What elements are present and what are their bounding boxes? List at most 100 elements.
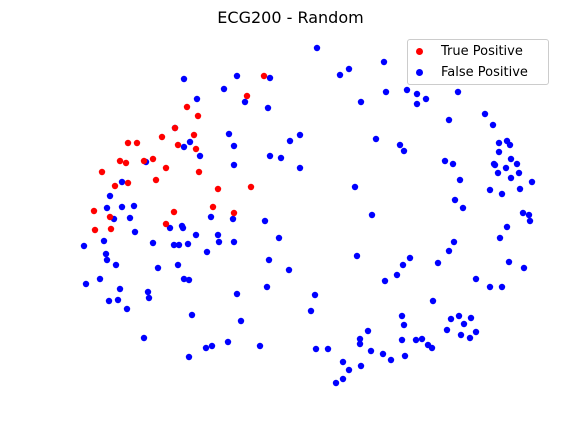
false-positive-point (285, 266, 293, 274)
false-positive-point (224, 338, 232, 346)
false-positive-point (457, 331, 465, 339)
legend-label-false-positive: False Positive (441, 64, 528, 80)
false-positive-point (467, 314, 475, 322)
true-positive-point (194, 112, 202, 120)
false-positive-point (149, 239, 157, 247)
false-positive-point (296, 164, 304, 172)
false-positive-point (296, 131, 304, 139)
false-positive-point (312, 345, 320, 353)
false-positive-point (130, 202, 138, 210)
points-layer (80, 44, 536, 387)
true-positive-point (91, 226, 99, 234)
false-positive-point (324, 345, 332, 353)
false-positive-point (451, 196, 459, 204)
false-positive-point (445, 116, 453, 124)
false-positive-point (472, 328, 480, 336)
false-positive-point (495, 148, 503, 156)
true-positive-point (106, 213, 114, 221)
false-positive-point (103, 204, 111, 212)
true-positive-point (124, 139, 132, 147)
false-positive-point (460, 320, 468, 328)
false-positive-point (372, 135, 380, 143)
false-positive-point (180, 143, 188, 151)
false-positive-point (166, 224, 174, 232)
false-positive-point (447, 315, 455, 323)
true-positive-point (170, 208, 178, 216)
false-positive-point (381, 277, 389, 285)
false-positive-point (387, 356, 395, 364)
false-positive-point (398, 336, 406, 344)
true-positive-point (260, 72, 268, 80)
false-positive-point (186, 138, 194, 146)
true-positive-point (183, 103, 191, 111)
legend-entry-true-positive: True Positive (416, 41, 523, 61)
false-positive-point (233, 72, 241, 80)
true-positive-point (140, 157, 148, 165)
false-positive-point (202, 344, 210, 352)
false-positive-point (502, 164, 510, 172)
false-positive-point (367, 347, 375, 355)
false-positive-point (393, 271, 401, 279)
false-positive-point (450, 238, 458, 246)
false-positive-point (353, 252, 361, 260)
true-positive-point (98, 168, 106, 176)
false-positive-point (434, 259, 442, 267)
true-positive-point (149, 155, 157, 163)
false-positive-point (379, 350, 387, 358)
false-positive-point (368, 211, 376, 219)
false-positive-point (154, 264, 162, 272)
false-positive-point (399, 261, 407, 269)
false-positive-point (496, 234, 504, 242)
false-positive-point (80, 242, 88, 250)
true-positive-point (124, 179, 132, 187)
false-positive-point (225, 130, 233, 138)
false-positive-point (505, 258, 513, 266)
true-positive-point (152, 176, 160, 184)
false-positive-point (112, 261, 120, 269)
true-positive-point (230, 209, 238, 217)
false-positive-point (185, 276, 193, 284)
false-positive-point (454, 88, 462, 96)
false-positive-point (490, 160, 498, 168)
true-positive-point (195, 168, 203, 176)
false-positive-point (495, 139, 503, 147)
false-positive-point (266, 152, 274, 160)
false-positive-point (105, 297, 113, 305)
false-positive-point (339, 358, 347, 366)
true-positive-marker-icon (416, 47, 423, 55)
false-positive-point (192, 231, 200, 239)
false-positive-point (332, 379, 340, 387)
true-positive-point (190, 131, 198, 139)
false-positive-point (481, 110, 489, 118)
false-positive-point (118, 203, 126, 211)
true-positive-point (158, 133, 166, 141)
false-positive-point (313, 44, 321, 52)
false-positive-point (489, 121, 497, 129)
true-positive-point (174, 141, 182, 149)
false-positive-point (519, 209, 527, 217)
false-positive-point (264, 104, 272, 112)
true-positive-point (122, 159, 130, 167)
false-positive-point (102, 250, 110, 258)
false-positive-point (456, 176, 464, 184)
false-positive-point (261, 217, 269, 225)
true-positive-point (133, 139, 141, 147)
false-positive-point (207, 213, 215, 221)
false-positive-point (185, 353, 193, 361)
false-positive-point (357, 362, 365, 370)
false-positive-point (193, 95, 201, 103)
false-positive-point (266, 74, 274, 82)
false-positive-point (398, 312, 406, 320)
false-positive-point (286, 137, 294, 145)
false-positive-point (351, 183, 359, 191)
false-positive-point (356, 335, 364, 343)
false-positive-point (401, 352, 409, 360)
false-positive-point (126, 214, 134, 222)
false-positive-point (356, 340, 364, 348)
false-positive-point (364, 327, 372, 335)
false-positive-point (96, 275, 104, 283)
false-positive-point (412, 336, 420, 344)
false-positive-point (345, 366, 353, 374)
false-positive-point (429, 297, 437, 305)
